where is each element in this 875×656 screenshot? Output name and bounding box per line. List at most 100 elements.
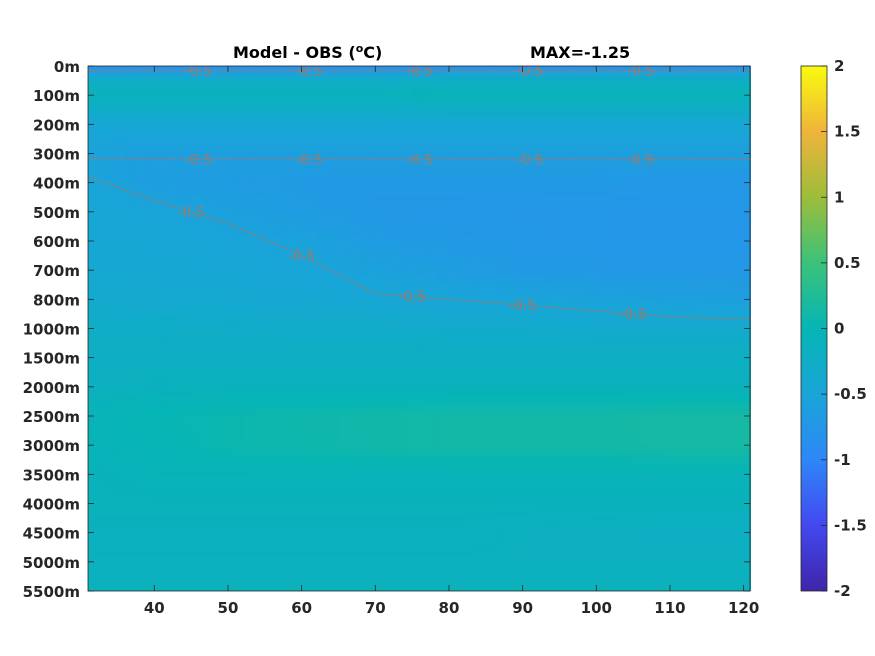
heat-cell <box>610 136 617 142</box>
heat-cell <box>202 256 209 262</box>
heat-cell <box>268 171 275 177</box>
heat-cell <box>502 151 509 157</box>
heat-cell <box>694 141 701 147</box>
heat-cell <box>562 141 569 147</box>
heat-cell <box>304 186 311 192</box>
heat-cell <box>316 121 323 127</box>
heat-cell <box>472 66 479 72</box>
heat-cell <box>340 281 347 287</box>
heat-cell <box>472 166 479 172</box>
heat-cell <box>490 201 497 207</box>
heat-cell <box>238 81 245 87</box>
heat-cell <box>496 191 503 197</box>
heat-cell <box>706 131 713 137</box>
heat-cell <box>646 86 653 92</box>
heat-cell <box>406 151 413 157</box>
heat-cell <box>634 216 641 222</box>
heat-cell <box>682 186 689 192</box>
heat-cell <box>700 136 707 142</box>
heat-cell <box>622 231 629 237</box>
heat-cell <box>562 91 569 97</box>
heat-cell <box>502 216 509 222</box>
heat-cell <box>172 266 179 272</box>
heat-cell <box>280 181 287 187</box>
heat-cell <box>436 171 443 177</box>
heat-cell <box>712 76 719 82</box>
heat-cell <box>148 256 155 262</box>
heat-cell <box>550 146 557 152</box>
heat-cell <box>616 241 623 247</box>
heat-cell <box>466 161 473 167</box>
heat-cell <box>124 261 131 267</box>
heat-cell <box>514 271 521 277</box>
heat-cell <box>268 121 275 127</box>
heat-cell <box>658 201 665 207</box>
heat-cell <box>706 261 713 267</box>
heat-cell <box>184 166 191 172</box>
heat-cell <box>376 261 383 267</box>
heat-cell <box>244 96 251 102</box>
heat-cell <box>490 221 497 227</box>
heat-cell <box>256 201 263 207</box>
heat-cell <box>328 76 335 82</box>
heat-cell <box>292 191 299 197</box>
heat-cell <box>472 241 479 247</box>
heat-cell <box>190 286 197 292</box>
heat-cell <box>442 251 449 257</box>
heat-cell <box>94 276 101 282</box>
heat-cell <box>550 221 557 227</box>
heat-cell <box>382 241 389 247</box>
heat-cell <box>382 176 389 182</box>
heat-cell <box>136 266 143 272</box>
heat-cell <box>472 251 479 257</box>
heat-cell <box>424 136 431 142</box>
heat-cell <box>172 206 179 212</box>
heat-cell <box>280 161 287 167</box>
heat-cell <box>142 201 149 207</box>
heat-cell <box>532 91 539 97</box>
heat-cell <box>496 226 503 232</box>
heat-cell <box>706 176 713 182</box>
heat-cell <box>676 236 683 242</box>
heat-cell <box>418 261 425 267</box>
heat-cell <box>112 86 119 92</box>
heat-cell <box>646 176 653 182</box>
heat-cell <box>562 211 569 217</box>
heat-cell <box>520 236 527 242</box>
heat-cell <box>226 241 233 247</box>
heat-cell <box>232 231 239 237</box>
heat-cell <box>430 186 437 192</box>
heat-cell <box>184 186 191 192</box>
heat-cell <box>244 126 251 132</box>
heat-cell <box>736 186 743 192</box>
heat-cell <box>442 126 449 132</box>
heat-cell <box>538 91 545 97</box>
heat-cell <box>460 131 467 137</box>
heat-cell <box>694 246 701 252</box>
heat-cell <box>196 276 203 282</box>
heat-cell <box>706 231 713 237</box>
heat-cell <box>166 221 173 227</box>
heat-cell <box>364 236 371 242</box>
heat-cell <box>172 131 179 137</box>
heat-cell <box>358 146 365 152</box>
heat-cell <box>274 281 281 287</box>
heat-cell <box>292 226 299 232</box>
heat-cell <box>436 71 443 77</box>
heat-cell <box>304 216 311 222</box>
heat-cell <box>520 166 527 172</box>
heat-cell <box>502 176 509 182</box>
heat-cell <box>532 146 539 152</box>
heat-cell <box>664 161 671 167</box>
heat-cell <box>502 136 509 142</box>
heat-cell <box>508 206 515 212</box>
heat-cell <box>382 111 389 117</box>
heat-cell <box>544 111 551 117</box>
heat-cell <box>340 141 347 147</box>
heat-cell <box>598 166 605 172</box>
heat-cell <box>526 66 533 72</box>
heat-cell <box>184 81 191 87</box>
heat-cell <box>328 151 335 157</box>
heat-cell <box>556 101 563 107</box>
heat-cell <box>160 161 167 167</box>
